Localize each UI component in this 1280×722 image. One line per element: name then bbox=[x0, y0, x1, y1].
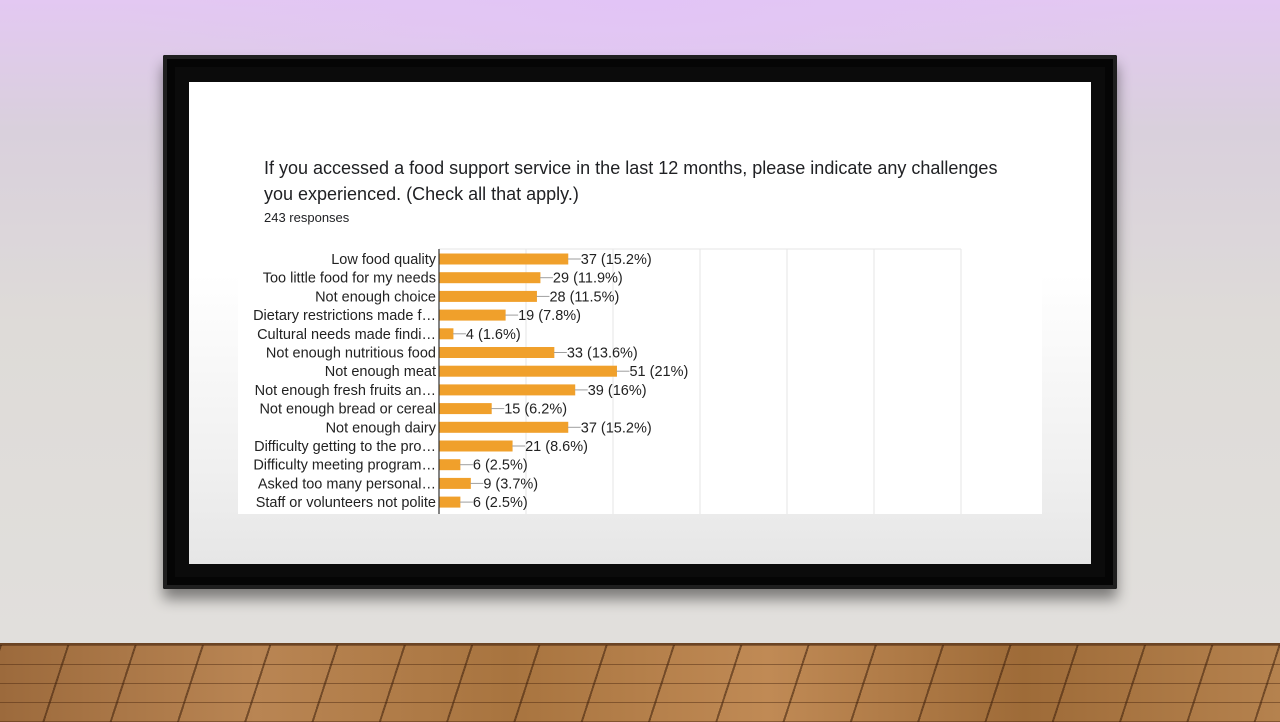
data-label: 51 (21%) bbox=[629, 364, 688, 380]
category-label: Low food quality bbox=[331, 252, 437, 268]
bar bbox=[439, 496, 461, 508]
data-label: 28 (11.5%) bbox=[549, 289, 619, 305]
bar bbox=[439, 421, 569, 433]
category-label: Not enough meat bbox=[325, 364, 436, 380]
data-label: 37 (15.2%) bbox=[581, 252, 652, 268]
bar bbox=[439, 290, 537, 302]
bar bbox=[439, 272, 541, 284]
bar-chart: 37 (15.2%) Low food quality 29 (11.9%) Too … bbox=[253, 248, 962, 514]
bar bbox=[439, 365, 617, 377]
bar bbox=[439, 440, 513, 452]
category-label: Difficulty getting to the pro… bbox=[254, 439, 436, 455]
bar bbox=[439, 328, 454, 340]
category-label: Difficulty meeting program… bbox=[253, 458, 436, 474]
category-label: Too little food for my needs bbox=[263, 271, 436, 287]
bar bbox=[439, 309, 506, 321]
category-label: Asked too many personal… bbox=[258, 476, 436, 492]
response-count: 243 responses bbox=[264, 210, 350, 225]
data-label: 21 (8.6%) bbox=[525, 439, 588, 455]
category-label: Not enough fresh fruits an… bbox=[255, 383, 436, 399]
data-label: 39 (16%) bbox=[588, 383, 647, 399]
category-label: Not enough choice bbox=[315, 289, 436, 305]
data-label: 9 (3.7%) bbox=[483, 476, 538, 492]
data-label: 29 (11.9%) bbox=[553, 271, 623, 287]
category-label: Cultural needs made findi… bbox=[257, 327, 436, 343]
survey-screenshot: If you accessed a food support service i… bbox=[238, 145, 1042, 514]
data-label: 4 (1.6%) bbox=[466, 327, 521, 343]
category-label: Dietary restrictions made f… bbox=[253, 308, 436, 324]
question-title: If you accessed a food support service i… bbox=[264, 158, 998, 204]
data-label: 6 (2.5%) bbox=[473, 458, 528, 474]
data-label: 37 (15.2%) bbox=[581, 420, 652, 436]
category-label: Not enough nutritious food bbox=[266, 346, 436, 362]
bar bbox=[439, 384, 576, 396]
bar bbox=[439, 459, 461, 471]
data-label: 19 (7.8%) bbox=[518, 308, 581, 324]
data-label: 33 (13.6%) bbox=[567, 346, 638, 362]
bar bbox=[439, 403, 492, 415]
category-label: Staff or volunteers not polite bbox=[256, 495, 436, 511]
bar bbox=[439, 347, 555, 358]
data-label: 15 (6.2%) bbox=[504, 402, 567, 418]
bar bbox=[439, 253, 569, 265]
data-label: 6 (2.5%) bbox=[473, 495, 528, 511]
bar bbox=[439, 477, 471, 489]
wooden-floor bbox=[0, 643, 1280, 722]
category-label: Not enough bread or cereal bbox=[259, 402, 436, 418]
category-label: Not enough dairy bbox=[326, 420, 437, 436]
